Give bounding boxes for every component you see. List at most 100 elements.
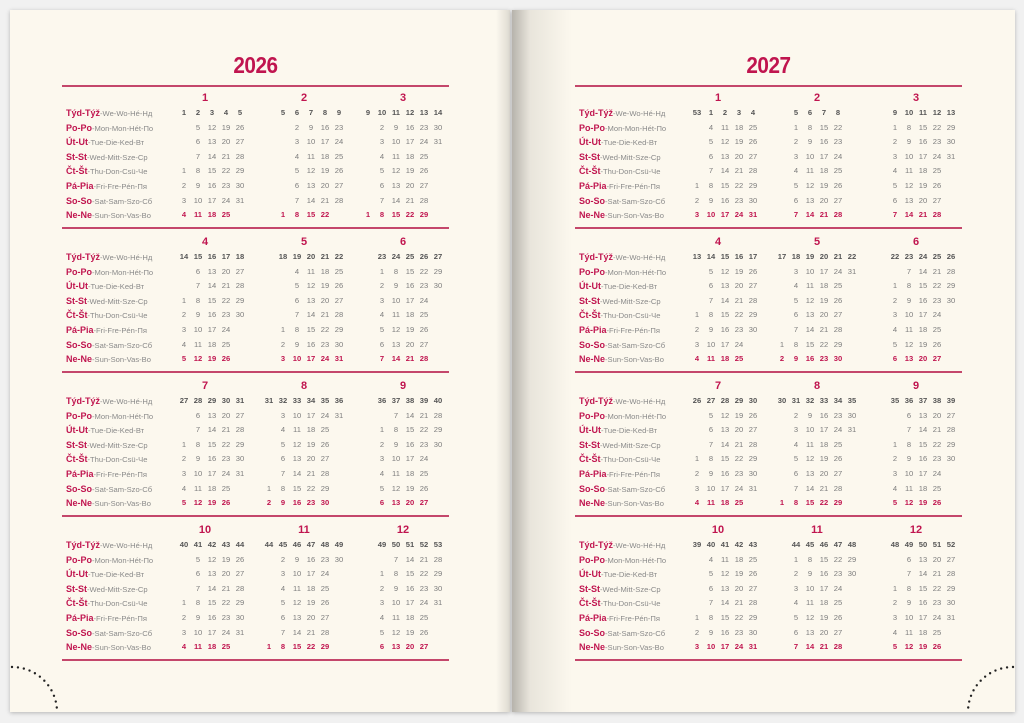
day-date: 30: [946, 137, 956, 147]
week-number: 50: [918, 540, 928, 549]
day-date: 18: [819, 439, 829, 449]
day-date: 16: [405, 281, 415, 291]
week-number: 12: [405, 108, 415, 117]
day-date: 27: [334, 295, 344, 305]
day-date: 27: [235, 569, 245, 579]
day-date: 5: [793, 181, 799, 190]
sunday-date: 15: [805, 498, 815, 508]
sunday-date: 10: [706, 210, 716, 220]
day-date: 3: [793, 425, 799, 435]
row-label-short: Pá-Pia: [66, 181, 94, 191]
day-date: 30: [433, 583, 443, 593]
sunday-date: 22: [306, 642, 316, 652]
row-label-short: St-St: [579, 439, 600, 450]
week-number: 29: [207, 396, 217, 405]
day-date: 12: [904, 339, 914, 349]
day-date: 4: [181, 339, 187, 349]
sunday-date: 3: [280, 354, 286, 364]
row-label: Po-Po-Mon-Mon-Hét-По: [66, 123, 153, 134]
month-number: 12: [909, 524, 923, 536]
row-label-translations: -Thu-Don-Csü-Че: [600, 599, 661, 609]
week-number: 39: [419, 396, 429, 405]
sunday-date: 20: [405, 498, 415, 508]
sunday-date: 24: [734, 642, 744, 652]
row-label-translations: -Fri-Fre-Pén-Пя: [93, 182, 147, 191]
day-date: 2: [892, 295, 898, 305]
sunday-date: 5: [892, 498, 898, 508]
row-label-translations: -Sun-Son-Vas-Во: [92, 499, 151, 509]
row-label-translations: -Thu-Don-Csü-Че: [600, 311, 661, 321]
sunday-date: 13: [904, 354, 914, 364]
day-date: 22: [932, 439, 942, 449]
day-date: 22: [419, 569, 429, 579]
day-date: 24: [320, 410, 330, 420]
day-date: 10: [193, 195, 203, 205]
day-date: 6: [294, 181, 300, 190]
day-date: 18: [918, 483, 928, 493]
day-date: 6: [708, 151, 714, 161]
row-label-short: Týd-Týž: [66, 108, 101, 118]
day-date: 22: [221, 439, 231, 449]
day-date: 30: [946, 295, 956, 305]
day-date: 20: [734, 151, 744, 161]
row-label: Po-Po-Mon-Mon-Hét-По: [579, 555, 666, 566]
day-date: 25: [932, 627, 942, 637]
week-number: 18: [278, 252, 288, 261]
week-number: 22: [890, 252, 900, 261]
week-number: 36: [904, 396, 914, 405]
day-date: 16: [306, 554, 316, 564]
week-number: 36: [334, 396, 344, 405]
day-date: 8: [906, 583, 912, 593]
day-date: 19: [221, 122, 231, 132]
day-date: 30: [235, 454, 245, 464]
day-date: 1: [181, 439, 187, 449]
week-number: 13: [692, 252, 702, 261]
row-label-short: Pá-Pia: [579, 613, 607, 623]
week-number: 40: [706, 540, 716, 549]
row-label: Po-Po-Mon-Mon-Hét-По: [579, 123, 666, 134]
day-date: 25: [320, 583, 330, 593]
row-label: Pá-Pia-Fri-Fre-Pén-Пя: [66, 469, 147, 480]
day-date: 2: [694, 469, 700, 478]
day-date: 4: [294, 151, 300, 161]
day-date: 25: [419, 469, 429, 478]
day-date: 1: [694, 613, 700, 622]
day-date: 13: [805, 310, 815, 320]
day-date: 11: [293, 583, 301, 593]
day-date: 22: [306, 483, 316, 493]
row-label-translations: -Tue-Die-Ked-Вт: [88, 426, 145, 436]
day-date: 17: [306, 410, 316, 420]
week-number: 30: [777, 396, 787, 405]
day-date: 5: [892, 181, 898, 190]
day-date: 16: [720, 325, 730, 334]
day-date: 31: [847, 425, 857, 435]
day-date: 29: [235, 295, 245, 305]
day-date: 7: [906, 425, 912, 435]
row-label-translations: -Mon-Mon-Hét-По: [605, 123, 667, 133]
day-date: 26: [833, 454, 843, 464]
week-number: 17: [777, 252, 787, 261]
day-date: 30: [235, 310, 245, 320]
divider-line: [62, 659, 449, 661]
day-date: 14: [207, 151, 217, 161]
day-date: 4: [793, 281, 799, 291]
month-number: 4: [201, 236, 209, 248]
sunday-date: 28: [419, 354, 429, 364]
sunday-date: 26: [221, 354, 231, 364]
day-date: 13: [918, 410, 928, 420]
day-date: 30: [235, 181, 245, 190]
day-date: 11: [721, 554, 729, 564]
day-date: 5: [793, 295, 799, 305]
day-date: 23: [734, 195, 744, 205]
day-date: 14: [405, 410, 415, 420]
row-label-short: St-St: [579, 583, 600, 594]
day-date: 30: [334, 339, 344, 349]
day-date: 30: [748, 469, 758, 478]
sunday-date: 12: [904, 498, 914, 508]
row-label: Pá-Pia-Fri-Fre-Pén-Пя: [66, 325, 147, 336]
day-date: 8: [807, 122, 813, 132]
row-label: Pá-Pia-Fri-Fre-Pén-Пя: [579, 613, 660, 624]
week-number: 33: [292, 396, 302, 405]
day-date: 3: [280, 410, 286, 420]
row-label: So-So-Sat-Sam-Szo-Сб: [579, 340, 665, 351]
